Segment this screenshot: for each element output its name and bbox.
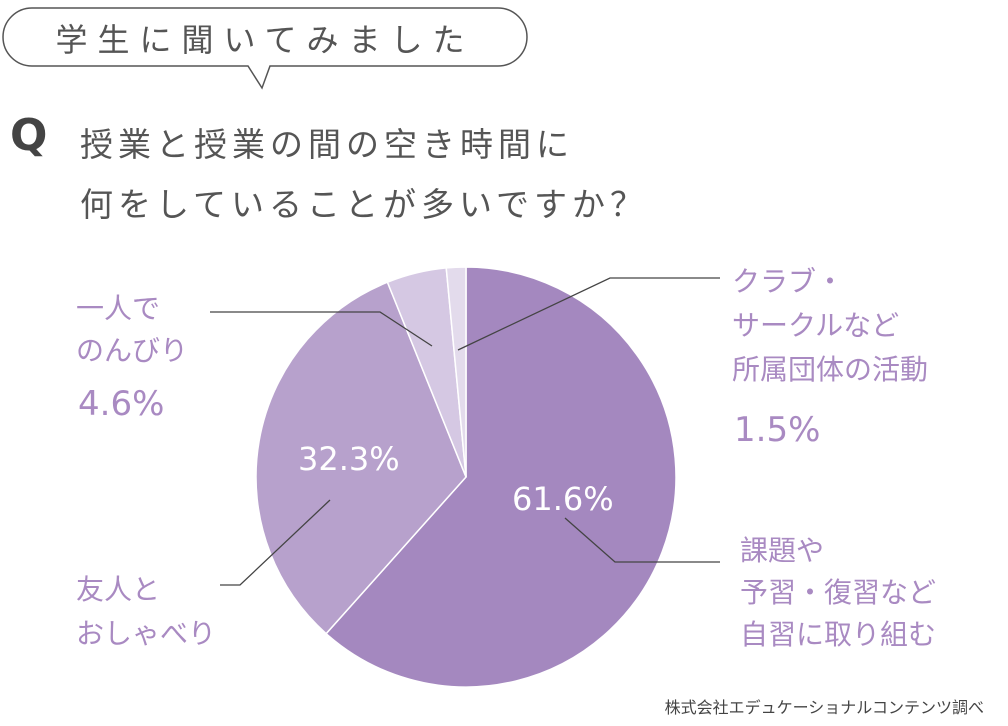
slice-3-label: 一人で のんびり <box>76 288 188 372</box>
pie-slice-4 <box>445 266 467 478</box>
slice-3-label-line: のんびり <box>76 334 189 367</box>
slice-2-label-line: 友人と <box>76 573 161 606</box>
speech-bubble <box>2 7 528 90</box>
slice-1-percent: 61.6% <box>512 480 614 518</box>
slice-2-label: 友人と おしゃべり <box>76 568 216 656</box>
slice-4-label-line: クラブ・ <box>732 265 845 298</box>
slice-3-label-line: 一人で <box>76 292 161 325</box>
pie-slice-2 <box>255 281 467 635</box>
leader-line-1 <box>564 517 720 563</box>
question-line-2: 何をしていることが多いですか？ <box>80 185 649 224</box>
bubble-text: 学生に聞いてみました <box>55 21 475 59</box>
question-mark-label: Q <box>10 110 48 161</box>
question-line-1: 授業と授業の間の空き時間に <box>80 125 574 164</box>
slice-2-label-line: おしゃべり <box>76 617 217 650</box>
slice-1-label-line: 予習・復習など <box>740 576 937 609</box>
slice-4-percent: 1.5% <box>734 410 821 450</box>
leader-line-4 <box>457 277 720 351</box>
slice-4-label-line: 所属団体の活動 <box>732 353 929 386</box>
slice-1-label-line: 自習に取り組む <box>740 618 937 651</box>
pie-slice-1 <box>325 266 677 688</box>
leader-line-2 <box>220 499 331 586</box>
slice-4-label-line: サークルなど <box>732 309 900 342</box>
slice-2-percent: 32.3% <box>298 440 400 478</box>
slice-3-percent: 4.6% <box>78 384 165 424</box>
slice-1-label-line: 課題や <box>740 534 825 567</box>
source-note: 株式会社エデュケーショナルコンテンツ調べ <box>664 698 984 717</box>
leader-line-3 <box>210 311 433 347</box>
slice-4-label: クラブ・ サークルなど 所属団体の活動 <box>732 260 928 392</box>
slice-1-label: 課題や 予習・復習など 自習に取り組む <box>740 530 936 656</box>
